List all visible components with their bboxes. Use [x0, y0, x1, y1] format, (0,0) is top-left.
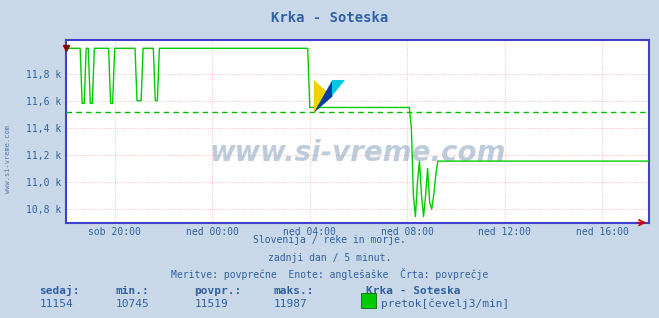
Text: Krka - Soteska: Krka - Soteska	[366, 286, 460, 296]
Polygon shape	[314, 80, 332, 113]
Text: www.si-vreme.com: www.si-vreme.com	[210, 139, 505, 167]
Text: zadnji dan / 5 minut.: zadnji dan / 5 minut.	[268, 253, 391, 263]
Text: Meritve: povprečne  Enote: anglešaške  Črta: povprečje: Meritve: povprečne Enote: anglešaške Črt…	[171, 268, 488, 280]
Text: 10745: 10745	[115, 299, 149, 309]
Text: Slovenija / reke in morje.: Slovenija / reke in morje.	[253, 235, 406, 245]
Text: 11154: 11154	[40, 299, 73, 309]
Text: maks.:: maks.:	[273, 286, 314, 296]
Text: 11519: 11519	[194, 299, 228, 309]
Polygon shape	[332, 80, 345, 96]
Text: sedaj:: sedaj:	[40, 285, 80, 296]
Text: www.si-vreme.com: www.si-vreme.com	[5, 125, 11, 193]
Polygon shape	[314, 80, 332, 113]
Text: povpr.:: povpr.:	[194, 286, 242, 296]
Text: 11987: 11987	[273, 299, 307, 309]
Text: min.:: min.:	[115, 286, 149, 296]
Text: Krka - Soteska: Krka - Soteska	[271, 11, 388, 25]
Text: pretok[čevelj3/min]: pretok[čevelj3/min]	[381, 298, 509, 309]
